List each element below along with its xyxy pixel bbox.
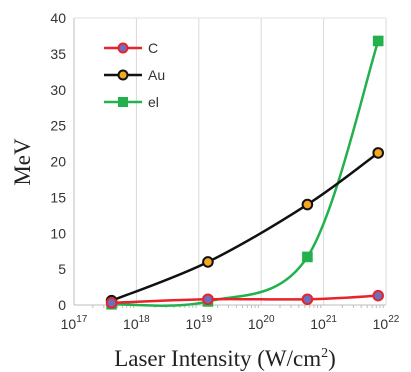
axes bbox=[73, 17, 386, 308]
y-axis-title: MeV bbox=[10, 138, 35, 186]
y-tick-label: 25 bbox=[50, 118, 66, 134]
y-tick-label: 0 bbox=[58, 297, 66, 313]
y-tick-label: 30 bbox=[50, 82, 66, 98]
x-tick-exponent: 18 bbox=[139, 314, 151, 325]
y-tick-label: 20 bbox=[50, 154, 66, 170]
data-point-C-3 bbox=[372, 289, 385, 302]
x-tick-exponent: 21 bbox=[326, 314, 338, 325]
series-line-C bbox=[110, 294, 380, 305]
legend-label-el: el bbox=[148, 94, 159, 110]
x-axis-title: Laser Intensity (W/cm2) bbox=[114, 346, 336, 371]
y-tick-label: 35 bbox=[50, 46, 66, 62]
x-tick-exponent: 19 bbox=[201, 314, 213, 325]
x-tick-exponent: 17 bbox=[76, 314, 88, 325]
legend-marker-el bbox=[118, 97, 128, 107]
series-markers bbox=[105, 35, 385, 310]
y-tick-label: 10 bbox=[50, 225, 66, 241]
x-tick-exponent: 22 bbox=[388, 314, 400, 325]
x-tick-base: 10 bbox=[310, 316, 326, 332]
legend-label-C: C bbox=[148, 40, 158, 56]
series-line-el bbox=[110, 39, 380, 307]
data-point-Au-1 bbox=[202, 256, 214, 268]
x-tick-label: 1020 bbox=[248, 314, 275, 332]
x-tick-base: 10 bbox=[61, 316, 77, 332]
legend-marker-C bbox=[117, 42, 129, 54]
legend-label-Au: Au bbox=[148, 67, 165, 83]
y-tick-label: 40 bbox=[50, 10, 66, 26]
data-point-Au-2 bbox=[301, 198, 314, 211]
x-tick-label: 1022 bbox=[373, 314, 400, 332]
x-tick-base: 10 bbox=[123, 316, 139, 332]
grid bbox=[73, 18, 387, 305]
x-tick-exponent: 20 bbox=[263, 314, 275, 325]
data-point-C-0 bbox=[105, 297, 118, 309]
x-tick-labels: 1017 1018 1019 1020 1021 1022 bbox=[61, 314, 400, 332]
series-lines bbox=[110, 39, 380, 307]
y-tick-label: 5 bbox=[58, 261, 66, 277]
x-tick-base: 10 bbox=[373, 316, 389, 332]
x-tick-label: 1021 bbox=[310, 314, 337, 332]
x-axis-title-end: ) bbox=[328, 346, 336, 371]
data-point-el-3 bbox=[372, 35, 384, 47]
y-tick-label: 15 bbox=[50, 189, 66, 205]
data-point-C-1 bbox=[202, 293, 214, 306]
x-axis-title-main: Laser Intensity (W/cm bbox=[114, 346, 321, 371]
legend: C Au el bbox=[104, 40, 165, 110]
legend-marker-Au bbox=[117, 69, 129, 81]
series-line-Au bbox=[110, 151, 380, 302]
data-point-Au-3 bbox=[372, 147, 385, 159]
x-tick-label: 1017 bbox=[61, 314, 88, 332]
y-tick-labels: 0 5 10 15 20 25 30 35 40 bbox=[50, 10, 66, 313]
data-point-C-2 bbox=[301, 293, 314, 306]
data-point-el-2 bbox=[302, 251, 313, 263]
x-tick-label: 1018 bbox=[123, 314, 150, 332]
x-tick-base: 10 bbox=[248, 316, 264, 332]
x-axis-title-sup: 2 bbox=[321, 346, 328, 361]
x-tick-label: 1019 bbox=[185, 314, 212, 332]
x-tick-base: 10 bbox=[185, 316, 201, 332]
